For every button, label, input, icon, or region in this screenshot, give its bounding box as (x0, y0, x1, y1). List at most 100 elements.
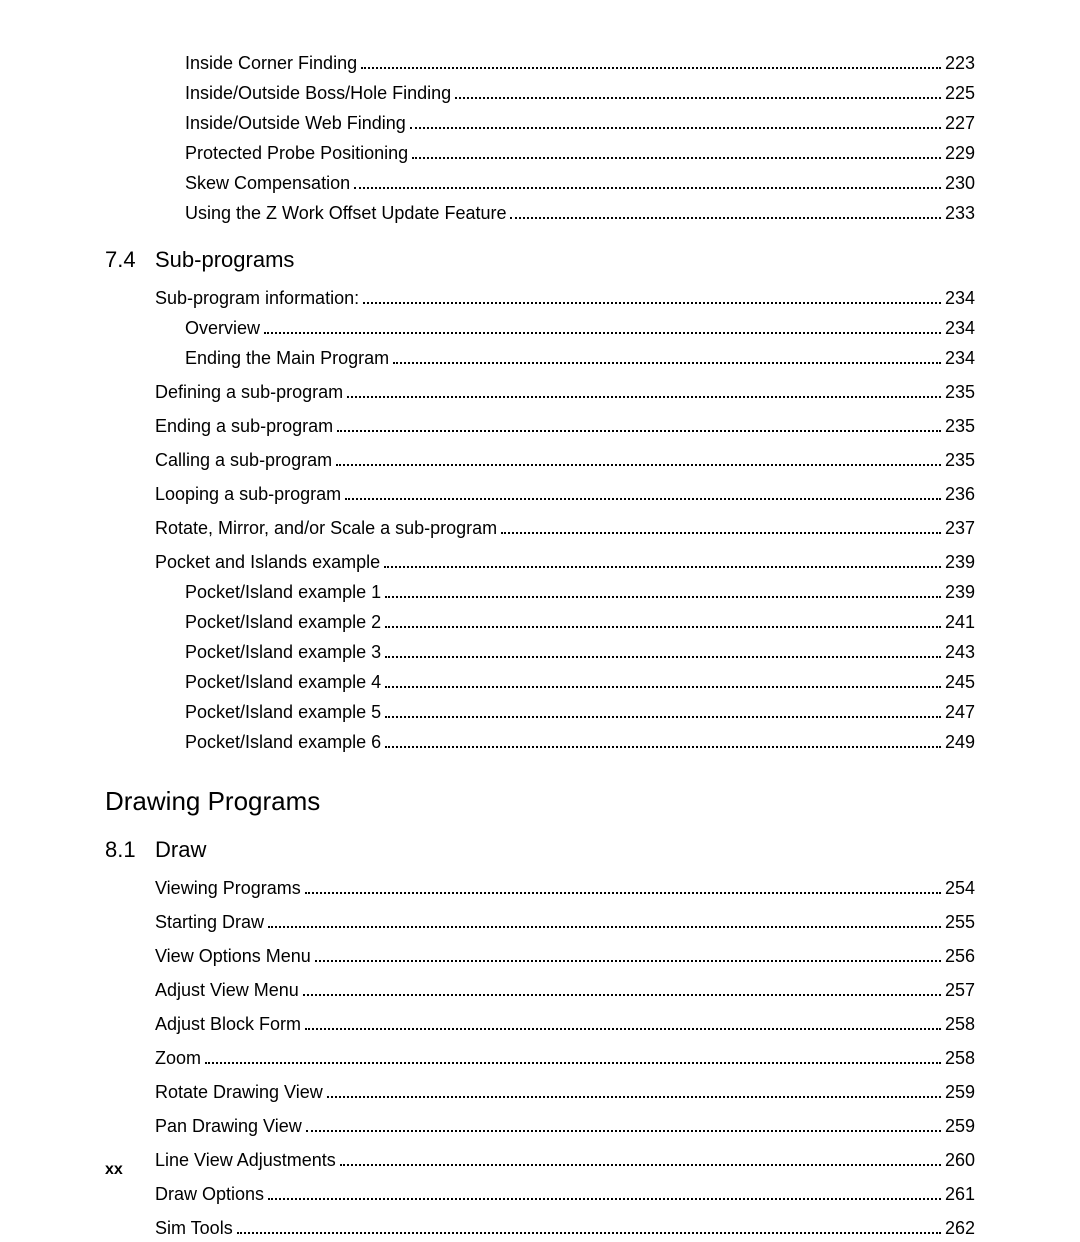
toc-entry: Defining a sub-program 235 (155, 379, 975, 406)
toc-entry-label: Pocket and Islands example (155, 549, 380, 576)
toc-entry: Pan Drawing View 259 (155, 1113, 975, 1140)
toc-entry-page: 249 (945, 729, 975, 756)
toc-entry: Inside/Outside Boss/Hole Finding 225 (185, 80, 975, 107)
toc-entry-label: Inside/Outside Web Finding (185, 110, 406, 137)
toc-entry-label: Pocket/Island example 2 (185, 609, 381, 636)
toc-leader-dots (385, 746, 941, 748)
toc-entry-label: Looping a sub-program (155, 481, 341, 508)
toc-entry: Viewing Programs 254 (155, 875, 975, 902)
toc-entry-label: View Options Menu (155, 943, 311, 970)
toc-entry-label: Sim Tools (155, 1215, 233, 1242)
toc-leader-dots (337, 430, 941, 432)
toc-entry: Adjust View Menu 257 (155, 977, 975, 1004)
toc-leader-dots (385, 686, 941, 688)
toc-entry: Pocket/Island example 6 249 (185, 729, 975, 756)
section-7-4-heading: 7.4 Sub-programs (105, 247, 975, 273)
toc-leader-dots (303, 994, 941, 996)
toc-entry-page: 229 (945, 140, 975, 167)
toc-entry-label: Draw Options (155, 1181, 264, 1208)
toc-entry-label: Adjust View Menu (155, 977, 299, 1004)
toc-entry: Pocket/Island example 5 247 (185, 699, 975, 726)
toc-entry-page: 234 (945, 315, 975, 342)
toc-entry-page: 235 (945, 447, 975, 474)
toc-entry: Starting Draw 255 (155, 909, 975, 936)
toc-entry-label: Pan Drawing View (155, 1113, 302, 1140)
toc-entry-page: 234 (945, 345, 975, 372)
toc-entry-page: 237 (945, 515, 975, 542)
toc-entry-page: 254 (945, 875, 975, 902)
section-number: 8.1 (105, 837, 155, 863)
section-title: Draw (155, 837, 206, 863)
toc-leader-dots (354, 187, 941, 189)
toc-entry-page: 258 (945, 1045, 975, 1072)
toc-entry-page: 259 (945, 1113, 975, 1140)
toc-leader-dots (363, 302, 941, 304)
toc-entry: Pocket/Island example 4 245 (185, 669, 975, 696)
toc-entry-page: 234 (945, 285, 975, 312)
toc-leader-dots (268, 926, 941, 928)
toc-entry-label: Rotate Drawing View (155, 1079, 323, 1106)
toc-leader-dots (385, 656, 941, 658)
toc-entry-label: Ending the Main Program (185, 345, 389, 372)
toc-entry-page: 255 (945, 909, 975, 936)
toc-entry: Rotate, Mirror, and/or Scale a sub-progr… (155, 515, 975, 542)
toc-entry-page: 223 (945, 50, 975, 77)
toc-entry-page: 259 (945, 1079, 975, 1106)
toc-entry-page: 258 (945, 1011, 975, 1038)
toc-entry-page: 225 (945, 80, 975, 107)
toc-entry: Skew Compensation 230 (185, 170, 975, 197)
toc-entry-page: 233 (945, 200, 975, 227)
toc-entry-page: 256 (945, 943, 975, 970)
toc-entry-page: 235 (945, 379, 975, 406)
toc-leader-dots (315, 960, 941, 962)
toc-entry: Adjust Block Form 258 (155, 1011, 975, 1038)
toc-entry: Inside/Outside Web Finding 227 (185, 110, 975, 137)
toc-entry-label: Inside/Outside Boss/Hole Finding (185, 80, 451, 107)
toc-leader-dots (501, 532, 941, 534)
toc-entry-label: Pocket/Island example 3 (185, 639, 381, 666)
toc-entry-page: 241 (945, 609, 975, 636)
toc-entry-page: 236 (945, 481, 975, 508)
section-8-1-heading: 8.1 Draw (105, 837, 975, 863)
toc-leader-dots (305, 892, 941, 894)
toc-leader-dots (327, 1096, 941, 1098)
toc-entry-label: Adjust Block Form (155, 1011, 301, 1038)
toc-entry-label: Pocket/Island example 4 (185, 669, 381, 696)
toc-entry: Using the Z Work Offset Update Feature 2… (185, 200, 975, 227)
toc-leader-dots (268, 1198, 941, 1200)
toc-entry-label: Calling a sub-program (155, 447, 332, 474)
toc-entry-label: Skew Compensation (185, 170, 350, 197)
toc-entry-label: Viewing Programs (155, 875, 301, 902)
toc-leader-dots (455, 97, 941, 99)
toc-entry: Looping a sub-program 236 (155, 481, 975, 508)
section-title: Sub-programs (155, 247, 294, 273)
toc-entry: Ending the Main Program 234 (185, 345, 975, 372)
intro-entries: Inside Corner Finding 223Inside/Outside … (105, 50, 975, 227)
toc-entry: Rotate Drawing View 259 (155, 1079, 975, 1106)
section-8-1-entries: Viewing Programs 254 Starting Draw 255 Vie… (105, 875, 975, 1242)
toc-leader-dots (361, 67, 941, 69)
toc-entry-page: 257 (945, 977, 975, 1004)
toc-entry-page: 235 (945, 413, 975, 440)
section-7-4-entries: Sub-program information: 234Overview 234… (105, 285, 975, 756)
toc-leader-dots (336, 464, 941, 466)
chapter-heading: Drawing Programs (105, 786, 975, 817)
toc-entry-page: 262 (945, 1215, 975, 1242)
toc-entry-page: 247 (945, 699, 975, 726)
toc-leader-dots (305, 1028, 941, 1030)
toc-entry: Ending a sub-program 235 (155, 413, 975, 440)
toc-entry-label: Zoom (155, 1045, 201, 1072)
toc-leader-dots (205, 1062, 941, 1064)
toc-leader-dots (340, 1164, 941, 1166)
toc-entry: Pocket/Island example 2 241 (185, 609, 975, 636)
toc-entry-label: Pocket/Island example 1 (185, 579, 381, 606)
toc-entry: Calling a sub-program 235 (155, 447, 975, 474)
toc-entry-page: 227 (945, 110, 975, 137)
toc-page: Inside Corner Finding 223Inside/Outside … (0, 50, 1080, 1242)
toc-entry-label: Pocket/Island example 6 (185, 729, 381, 756)
section-number: 7.4 (105, 247, 155, 273)
toc-entry-label: Ending a sub-program (155, 413, 333, 440)
toc-entry-page: 245 (945, 669, 975, 696)
toc-entry-label: Defining a sub-program (155, 379, 343, 406)
toc-entry-label: Pocket/Island example 5 (185, 699, 381, 726)
